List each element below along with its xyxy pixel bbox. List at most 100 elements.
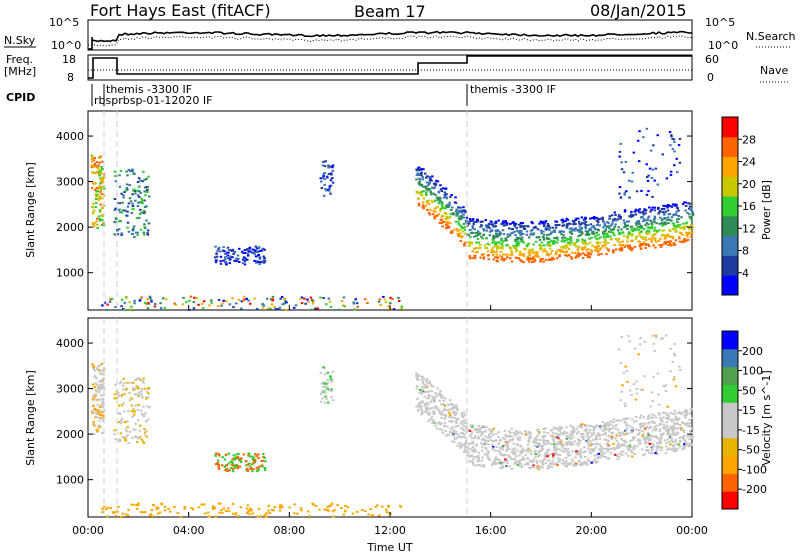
power-cell (628, 215, 631, 218)
power-cell (440, 222, 444, 224)
power-cell (500, 237, 503, 240)
velocity-cell (508, 435, 511, 438)
power-cell (582, 246, 585, 249)
power-cell (138, 190, 141, 193)
velocity-cell (643, 442, 647, 445)
velocity-cell (622, 443, 625, 446)
velocity-cell (135, 385, 138, 388)
power-cell (476, 238, 480, 240)
velocity-cell (648, 442, 652, 445)
velocity-cell (135, 507, 139, 510)
colorbar-swatch (722, 348, 738, 368)
velocity-cell (654, 427, 658, 430)
power-cell (245, 297, 248, 300)
power-cell (626, 228, 629, 230)
power-cell (642, 213, 646, 216)
power-cell (306, 298, 309, 301)
velocity-cell (140, 388, 144, 391)
velocity-cell (120, 394, 124, 397)
power-cell (448, 203, 451, 206)
velocity-cell (634, 347, 637, 350)
velocity-cell (109, 507, 112, 510)
velocity-cell (555, 442, 559, 445)
velocity-cell (501, 446, 504, 449)
velocity-cell (493, 460, 496, 463)
velocity-cell (647, 439, 651, 442)
power-cell (278, 306, 281, 309)
power-cell (691, 213, 695, 216)
velocity-cell (635, 420, 639, 423)
power-cell (515, 229, 519, 232)
power-cell (609, 231, 612, 233)
power-cell (434, 210, 437, 213)
power-cell (90, 164, 94, 167)
power-cell (450, 194, 453, 196)
velocity-cell (616, 443, 620, 446)
power-cell (231, 256, 234, 259)
power-cell (663, 237, 667, 240)
power-cell (95, 195, 98, 198)
velocity-cell (126, 426, 129, 429)
power-cell (623, 209, 627, 212)
velocity-cell (655, 429, 658, 432)
velocity-cell (677, 443, 680, 446)
power-cell (440, 207, 443, 210)
power-cell (240, 300, 244, 303)
velocity-cell (329, 379, 333, 382)
power-cell (480, 235, 483, 238)
power-cell (599, 247, 602, 250)
velocity-cell (137, 437, 140, 440)
velocity-cell (684, 416, 687, 419)
power-cell (644, 209, 648, 212)
velocity-cell (553, 463, 557, 466)
power-cell (173, 302, 176, 305)
velocity-cell (554, 427, 557, 430)
velocity-cell (415, 385, 419, 387)
power-cell (626, 237, 630, 240)
velocity-cell (637, 429, 641, 432)
velocity-cell (248, 465, 252, 468)
power-cell (421, 178, 424, 181)
power-cell (612, 227, 616, 230)
power-cell (418, 183, 421, 186)
power-cell (526, 258, 529, 261)
power-cell (574, 245, 578, 248)
velocity-cell (247, 462, 251, 465)
velocity-cell (629, 439, 632, 442)
velocity-cell (324, 386, 327, 389)
velocity-cell (434, 422, 437, 424)
power-cell (444, 187, 448, 190)
power-cell (145, 205, 148, 208)
velocity-cell (438, 411, 442, 414)
velocity-cell (628, 446, 631, 449)
power-cell (125, 170, 128, 173)
velocity-cell (664, 390, 668, 392)
velocity-cell (123, 393, 126, 396)
power-cell (231, 249, 234, 252)
power-cell (227, 249, 231, 251)
velocity-cell (135, 503, 138, 506)
velocity-cell (439, 422, 442, 425)
power-cell (146, 233, 150, 236)
power-cell (531, 229, 534, 231)
velocity-cell (596, 457, 599, 459)
velocity-cell (486, 456, 490, 459)
velocity-cell (689, 408, 692, 411)
velocity-cell (642, 416, 646, 419)
velocity-cell (481, 443, 485, 446)
velocity-cell (516, 436, 519, 439)
velocity-cell (635, 392, 639, 395)
velocity-cell (643, 340, 646, 343)
velocity-cell (664, 425, 668, 428)
power-cell (547, 244, 550, 247)
velocity-cell (128, 399, 131, 402)
power-cell (300, 296, 304, 299)
power-cell (654, 233, 657, 236)
velocity-cell (620, 437, 623, 440)
velocity-cell (565, 459, 568, 462)
power-cell (616, 238, 620, 241)
velocity-cell (667, 414, 670, 417)
power-cell (258, 246, 261, 249)
colorbar-swatch (722, 176, 738, 197)
velocity-cell (439, 390, 442, 393)
